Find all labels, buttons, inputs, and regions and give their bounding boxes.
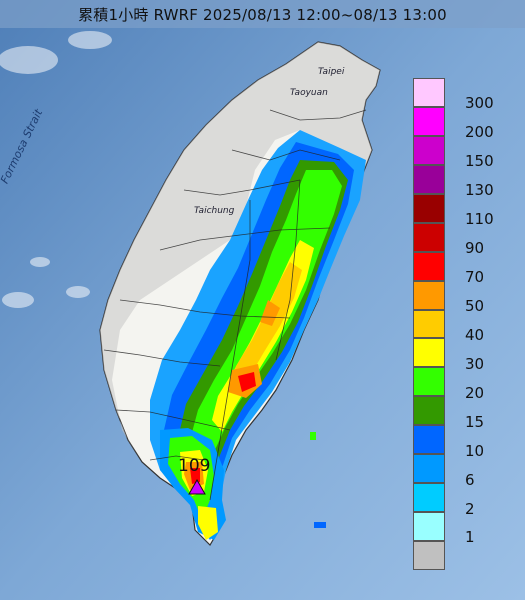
max-rain-marker-icon bbox=[188, 478, 206, 495]
legend-label: 2 bbox=[465, 499, 475, 518]
legend-swatch bbox=[413, 338, 445, 368]
rain-40mm bbox=[228, 262, 302, 394]
rain-legend: 300 200 150 130 110 90 70 50 40 30 20 15 10 6 2 1 bbox=[413, 78, 494, 570]
legend-label: 30 bbox=[465, 354, 485, 373]
legend-swatch bbox=[413, 454, 445, 484]
legend-label: 90 bbox=[465, 239, 485, 258]
legend-swatch bbox=[413, 425, 445, 455]
legend-label: 20 bbox=[465, 383, 485, 402]
legend-swatch bbox=[413, 483, 445, 513]
rain-70mm-central bbox=[238, 372, 256, 392]
rain-southtip-yellow bbox=[198, 506, 218, 540]
legend-label: 10 bbox=[465, 441, 485, 460]
legend-swatch bbox=[413, 396, 445, 426]
legend-swatch bbox=[413, 78, 445, 107]
legend-swatch bbox=[413, 222, 445, 252]
county-boundaries bbox=[103, 109, 367, 501]
legend-label: 110 bbox=[465, 210, 494, 229]
legend-swatch bbox=[413, 367, 445, 397]
legend-swatch bbox=[413, 135, 445, 165]
legend-label: 1 bbox=[465, 528, 475, 547]
legend-label: 130 bbox=[465, 181, 494, 200]
cloud-patches bbox=[0, 31, 112, 308]
max-rain-value: 109 bbox=[178, 456, 211, 476]
legend-swatch bbox=[413, 512, 445, 542]
offshore-rain bbox=[310, 432, 316, 440]
legend-swatch bbox=[413, 309, 445, 339]
place-label-taipei: Taipei bbox=[318, 67, 345, 77]
legend-label: 200 bbox=[465, 123, 494, 142]
legend-label: 70 bbox=[465, 268, 485, 286]
legend-label: 15 bbox=[465, 412, 485, 431]
light-rain-area bbox=[100, 42, 380, 462]
legend-label: 50 bbox=[465, 296, 485, 315]
legend-swatch bbox=[413, 251, 445, 281]
legend-swatch bbox=[413, 280, 445, 310]
place-label-taoyuan: Taoyuan bbox=[290, 88, 328, 98]
island-rain bbox=[314, 522, 326, 528]
legend-label: 6 bbox=[465, 470, 475, 489]
title-band bbox=[0, 0, 525, 28]
place-label-taichung: Taichung bbox=[194, 206, 235, 216]
legend-swatch bbox=[413, 164, 445, 194]
legend-label: 150 bbox=[465, 152, 494, 171]
legend-label: 40 bbox=[465, 325, 485, 344]
legend-swatch bbox=[413, 106, 445, 136]
legend-swatch bbox=[413, 541, 445, 570]
legend-swatch bbox=[413, 193, 445, 223]
rain-50mm-north bbox=[260, 300, 280, 326]
legend-label: 300 bbox=[465, 94, 494, 113]
map-title: 累積1小時 RWRF 2025/08/13 12:00~08/13 13:00 bbox=[78, 6, 447, 24]
